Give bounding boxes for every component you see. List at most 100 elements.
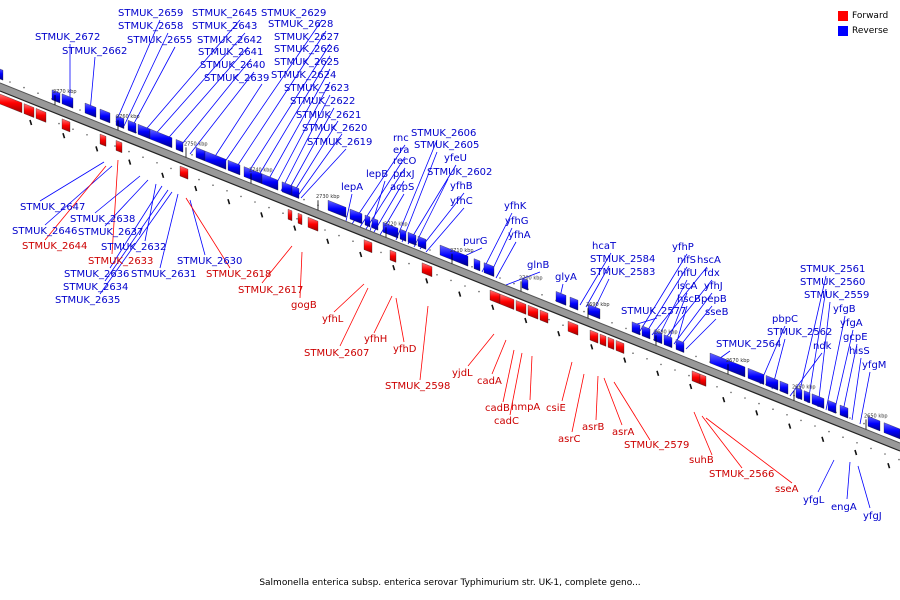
- forward-leader-line: [373, 295, 393, 334]
- ruler-mark: [95, 146, 99, 152]
- gene-label: cadB: [485, 403, 510, 414]
- reverse-leader-line: [273, 81, 331, 189]
- ruler-mark: [722, 396, 726, 403]
- reverse-swatch: [838, 25, 848, 36]
- reverse-gene-block: [663, 334, 673, 349]
- gene-label: STMUK_2622: [290, 96, 355, 107]
- ruler-dot: [464, 285, 466, 287]
- reverse-leader-line: [39, 161, 105, 202]
- forward-leader-line: [701, 415, 743, 469]
- reverse-gene-block: [407, 231, 417, 246]
- ruler-mark: [458, 291, 462, 297]
- ruler-mark: [887, 462, 891, 469]
- kbp-tick-label: 2760 kbp: [116, 114, 140, 120]
- gene-label: STMUK_2629: [261, 8, 326, 19]
- gene-label: gogB: [291, 300, 317, 311]
- ruler-dot: [380, 251, 382, 254]
- ruler-mark: [359, 251, 363, 258]
- reverse-gene-block: [747, 367, 765, 385]
- reverse-leader-line: [395, 139, 438, 241]
- ruler-dot: [436, 274, 438, 276]
- reverse-gene-labels: STMUK_2672 STMUK_2662 STMUK_2659 STMUK_2…: [12, 8, 886, 522]
- kbp-tick-label: 2690 kbp: [586, 302, 610, 308]
- reverse-leader-line: [44, 165, 113, 226]
- ruler-dot: [128, 150, 130, 153]
- gene-label: suhB: [689, 455, 714, 466]
- gene-label: csiE: [546, 403, 566, 414]
- forward-leader-line: [299, 251, 303, 299]
- reverse-leader-line: [797, 275, 827, 400]
- kbp-tick-label: 2680 kbp: [654, 329, 678, 335]
- ruler-dot: [191, 154, 193, 156]
- forward-gene-block: [61, 118, 71, 133]
- gene-label: engA: [831, 502, 857, 513]
- gene-label: STMUK_2630: [177, 256, 242, 267]
- forward-leader-line: [491, 339, 507, 375]
- gene-label: STMUK_2605: [414, 140, 479, 151]
- reverse-leader-line: [130, 46, 176, 130]
- forward-gene-block: [589, 329, 599, 344]
- gene-label: STMUK_2598: [385, 381, 450, 392]
- ruler-dot: [212, 184, 214, 186]
- ruler-mark: [689, 383, 693, 390]
- gene-label: STMUK_2643: [192, 21, 257, 32]
- forward-leader-line: [509, 352, 523, 416]
- gene-label: acpS: [390, 182, 414, 193]
- forward-gene-block: [499, 293, 515, 310]
- ruler-mark: [392, 264, 396, 271]
- gene-label: yjdL: [452, 368, 473, 379]
- gene-label: STMUK_2579: [624, 440, 689, 451]
- forward-leader-line: [419, 305, 429, 381]
- reverse-gene-block: [779, 380, 789, 395]
- reverse-gene-block: [569, 296, 579, 311]
- genome-caption: Salmonella enterica subsp. enterica sero…: [259, 578, 641, 588]
- reverse-gene-block: [0, 68, 4, 81]
- ruler-dot: [898, 458, 900, 461]
- reverse-leader-line: [657, 279, 688, 339]
- gene-label: yfgL: [803, 495, 825, 506]
- gene-label: STMUK_2644: [22, 241, 87, 252]
- gene-label: STMUK_2624: [271, 70, 336, 81]
- reverse-leader-line: [89, 56, 96, 113]
- ruler-dot: [170, 167, 172, 170]
- reverse-gene-block: [99, 108, 111, 124]
- ruler-dot: [513, 282, 515, 285]
- gene-label: yfgB: [833, 304, 856, 315]
- ruler-dot: [842, 436, 844, 439]
- reverse-leader-line: [300, 148, 347, 199]
- forward-gene-block: [99, 133, 107, 147]
- reverse-gene-block: [439, 244, 469, 267]
- ruler-mark: [590, 344, 594, 350]
- gene-label: cadC: [494, 416, 519, 427]
- gene-label: STMUK_2566: [709, 469, 774, 480]
- reverse-leader-line: [645, 266, 688, 334]
- gene-label: ndk: [813, 341, 832, 352]
- reverse-leader-line: [833, 329, 854, 414]
- gene-label: yfhK: [504, 201, 527, 212]
- ruler-mark: [260, 212, 264, 218]
- gene-label: STMUK_2583: [590, 267, 655, 278]
- reverse-leader-line: [407, 164, 457, 245]
- ruler-dot: [856, 442, 858, 444]
- reverse-leader-line: [359, 156, 406, 228]
- ruler-dot: [296, 218, 298, 220]
- kbp-tick-label: 2670 kbp: [726, 358, 750, 364]
- kbp-tick-label: 2740 kbp: [249, 167, 273, 173]
- gene-label: STMUK_2627: [274, 32, 339, 43]
- reverse-gene-block: [555, 291, 567, 306]
- gene-label: STMUK_2655: [127, 35, 192, 46]
- reverse-gene-block: [84, 102, 97, 118]
- reverse-gene-block: [51, 89, 61, 104]
- gene-label: hmpA: [511, 402, 540, 413]
- reverse-leader-line: [141, 19, 241, 135]
- ruler-dot: [23, 86, 25, 89]
- ruler-dot: [800, 419, 802, 422]
- kbp-tick-label: 2710 kbp: [450, 248, 474, 254]
- forward-gene-block: [599, 333, 607, 347]
- reverse-leader-line: [221, 19, 323, 167]
- ruler-dot: [79, 109, 81, 111]
- ruler-mark: [293, 225, 297, 231]
- forward-leader-line: [571, 373, 585, 433]
- forward-gene-block: [515, 300, 527, 315]
- ruler-dot: [884, 453, 886, 455]
